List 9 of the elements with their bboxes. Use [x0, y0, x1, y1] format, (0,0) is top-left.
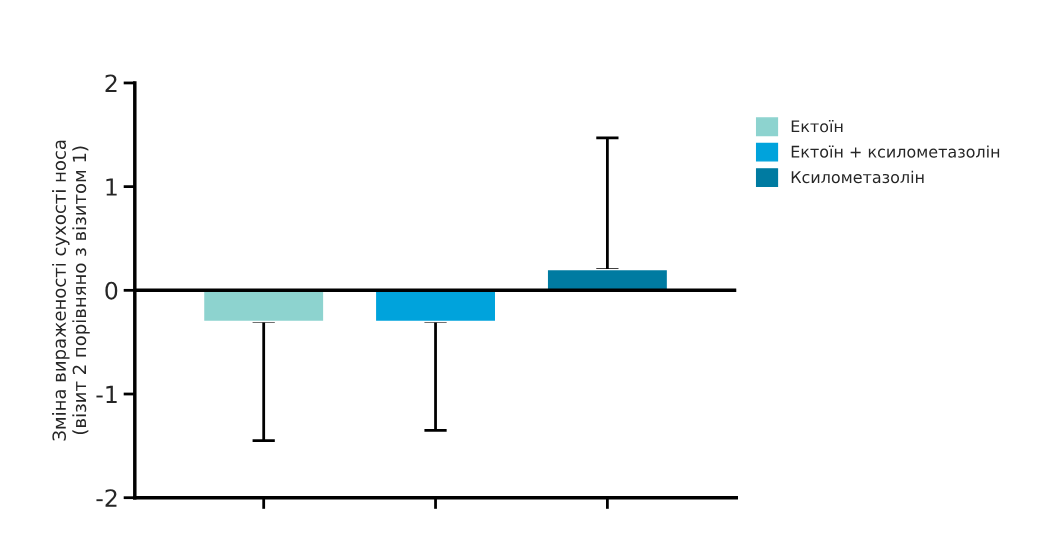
y-tick-label: 0: [105, 281, 118, 300]
legend-label: Ксилометазолін: [791, 170, 924, 184]
y-tick-label: -2: [96, 489, 117, 507]
y-tick-label: 2: [105, 74, 117, 92]
legend-label: Ектоїн: [791, 120, 843, 133]
legend-label: Ектоїн + ксилометазолін: [791, 145, 1000, 158]
y-tick-label: 1: [106, 178, 117, 196]
y-axis-title: Зміна вираженості сухості носа (візит 2 порівняно з візитом 1): [52, 140, 90, 441]
y-tick-label: -1: [96, 385, 117, 403]
